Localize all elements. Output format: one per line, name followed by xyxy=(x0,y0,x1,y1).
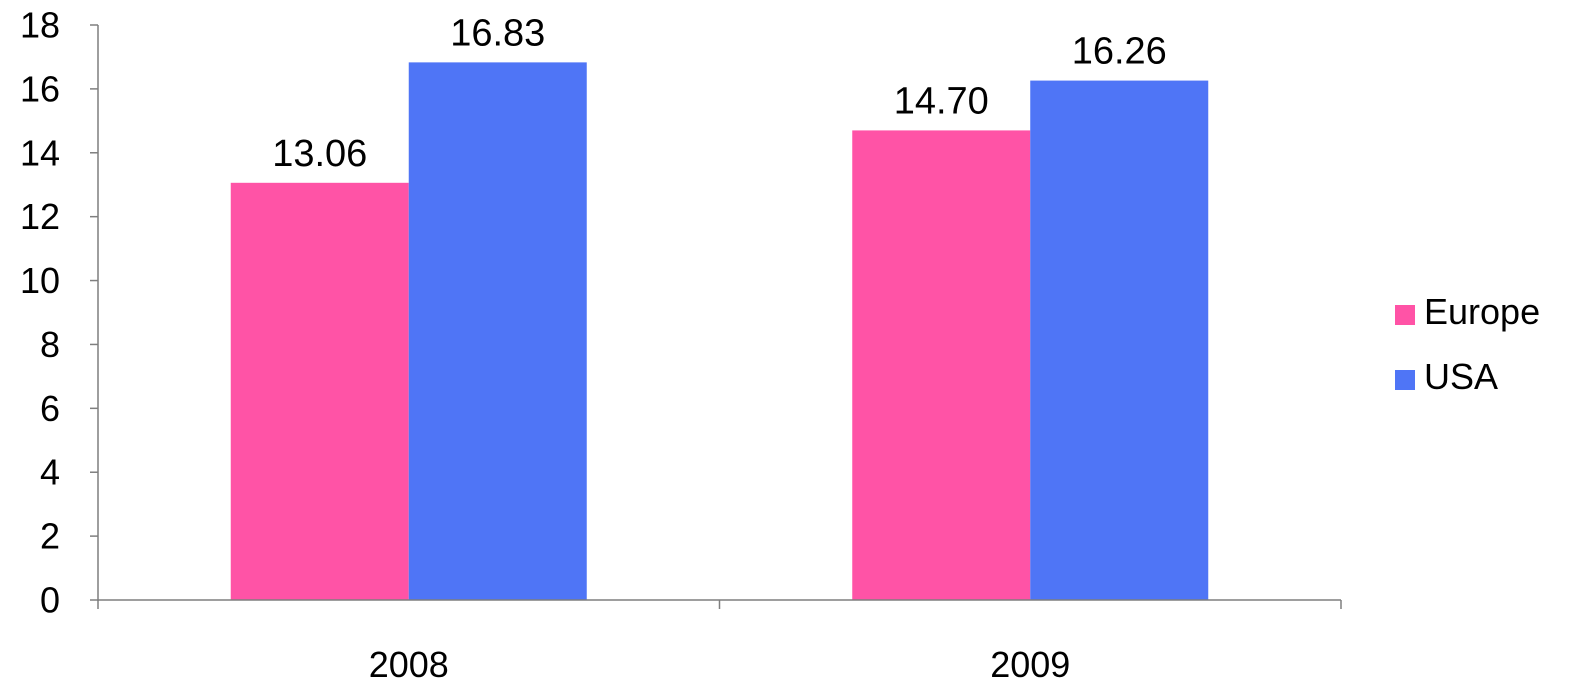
y-tick-label-8: 8 xyxy=(40,324,60,365)
y-tick-label-2: 2 xyxy=(40,516,60,557)
y-tick-label-4: 4 xyxy=(40,452,60,493)
legend-label-europe: Europe xyxy=(1424,291,1540,332)
y-tick-label-6: 6 xyxy=(40,388,60,429)
y-tick-label-0: 0 xyxy=(40,580,60,621)
x-category-label-2008: 2008 xyxy=(369,644,449,685)
data-label-europe-2009: 14.70 xyxy=(894,80,989,122)
data-label-usa-2008: 16.83 xyxy=(450,12,545,54)
y-tick-label-12: 12 xyxy=(20,196,60,237)
y-tick-label-14: 14 xyxy=(20,132,60,173)
y-tick-label-18: 18 xyxy=(20,5,60,46)
bar-europe-2008 xyxy=(230,182,409,601)
legend-swatch-europe xyxy=(1395,305,1415,325)
y-tick-label-10: 10 xyxy=(20,260,60,301)
data-label-usa-2009: 16.26 xyxy=(1072,31,1167,73)
x-category-label-2009: 2009 xyxy=(990,644,1070,685)
bar-usa-2008 xyxy=(408,62,587,600)
y-tick-label-16: 16 xyxy=(20,68,60,109)
legend-label-usa: USA xyxy=(1424,356,1498,397)
bar-usa-2009 xyxy=(1030,80,1209,601)
data-label-europe-2008: 13.06 xyxy=(272,133,367,175)
plot-area: 13.06 14.70 16.83 16.26 0 2 4 6 8 10 12 14 16 18 2008 2… xyxy=(20,5,1540,686)
bar-europe-2009 xyxy=(852,130,1031,600)
legend-swatch-usa xyxy=(1395,370,1415,390)
